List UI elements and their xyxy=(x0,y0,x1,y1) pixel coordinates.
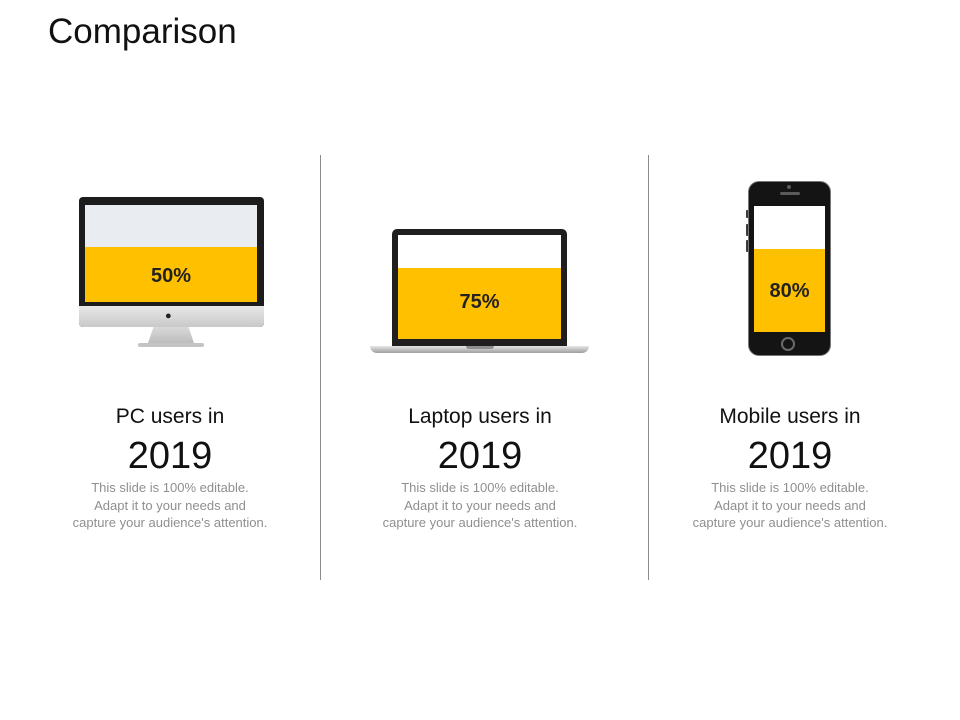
column-heading: PC users in xyxy=(115,405,225,428)
monitor-screen xyxy=(85,205,257,302)
laptop-screen xyxy=(398,235,561,339)
pc-column: PC users in 2019 This slide is 100% edit… xyxy=(20,0,320,720)
phone-side-button xyxy=(746,240,749,252)
percent-label: 80% xyxy=(769,280,810,302)
column-divider xyxy=(648,155,649,580)
monitor-chin xyxy=(79,306,264,327)
column-heading: Mobile users in xyxy=(719,405,861,428)
column-year: 2019 xyxy=(747,435,833,477)
column-description: This slide is 100% editable. Adapt it to… xyxy=(382,480,578,530)
column-year: 2019 xyxy=(437,435,523,477)
phone-side-button xyxy=(746,210,749,218)
laptop-column: Laptop users in 2019 This slide is 100% … xyxy=(330,0,630,720)
column-description: This slide is 100% editable. Adapt it to… xyxy=(72,480,268,530)
percent-label: 50% xyxy=(150,265,192,287)
mobile-column: Mobile users in 2019 This slide is 100% … xyxy=(640,0,940,720)
monitor-stand xyxy=(148,327,194,343)
phone-screen xyxy=(754,206,825,332)
phone-camera xyxy=(787,185,791,189)
apple-logo-icon: ● xyxy=(165,310,172,322)
usage-fill-bar xyxy=(398,268,561,339)
column-year: 2019 xyxy=(127,435,213,477)
laptop-base xyxy=(370,346,589,353)
column-description: This slide is 100% editable. Adapt it to… xyxy=(692,480,888,530)
phone-side-button xyxy=(746,224,749,236)
usage-fill-bar xyxy=(85,246,257,302)
phone-speaker xyxy=(780,192,800,195)
laptop-notch xyxy=(466,346,494,349)
slide-title: Comparison xyxy=(48,12,237,51)
usage-fill-bar xyxy=(754,248,825,332)
percent-label: 75% xyxy=(459,291,500,313)
column-heading: Laptop users in xyxy=(408,405,552,428)
monitor-stand-base xyxy=(138,343,204,347)
phone-home-button xyxy=(781,337,795,351)
column-divider xyxy=(320,155,321,580)
